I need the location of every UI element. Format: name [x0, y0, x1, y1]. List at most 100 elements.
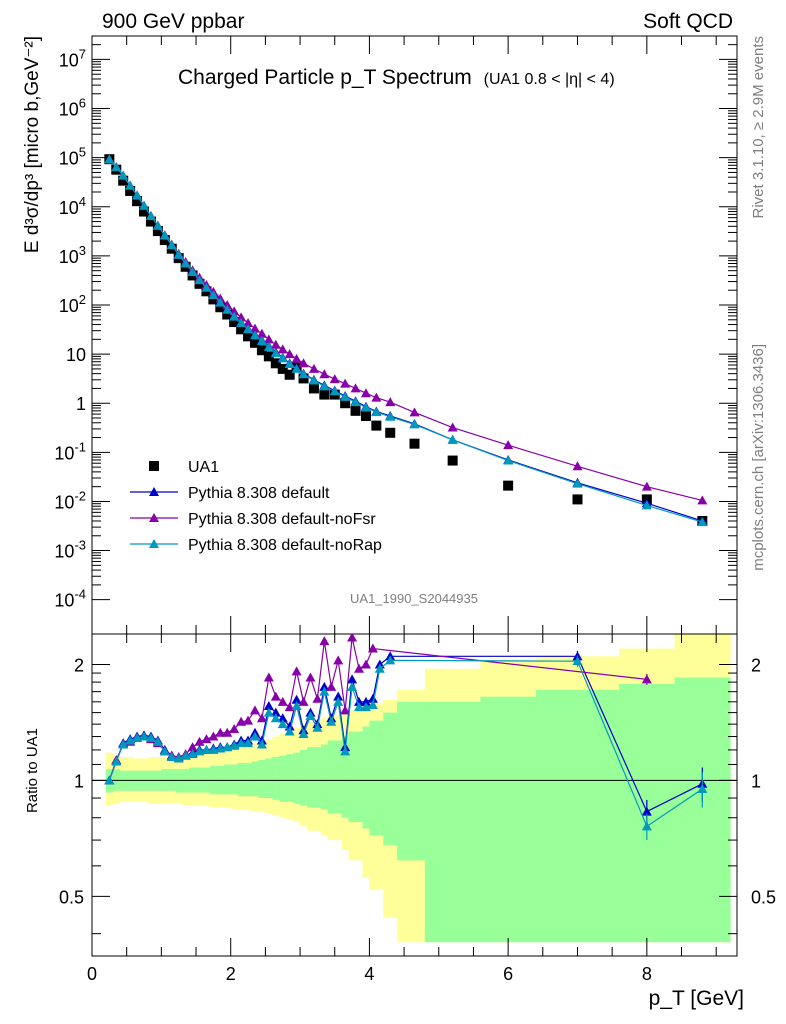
ratio-curve-point [374, 663, 385, 673]
ratio-curve-point [347, 681, 358, 691]
mc-curve-point [298, 369, 309, 379]
ratio-curve-point [333, 691, 344, 701]
ratio-curve-point [298, 696, 309, 706]
mc-curve-point [277, 353, 288, 363]
mc-curve-point [360, 388, 371, 398]
chart-title: Charged Particle p_T Spectrum (UA1 0.8 <… [178, 66, 615, 89]
ua1-data-point [572, 494, 583, 505]
x-axis-title: p_T [GeV] [649, 987, 744, 1010]
main-plot-series [104, 154, 708, 527]
mc-curve-point [371, 407, 382, 417]
ratio-curve-point [347, 674, 358, 684]
ua1-data-point [145, 216, 156, 227]
mc-curve-point [201, 282, 212, 292]
ratio-curve-point [641, 821, 652, 831]
ratio-curve-point [312, 722, 323, 732]
mc-curve-point [118, 170, 129, 180]
mc-curve-point [243, 324, 254, 334]
mc-curve-point [194, 275, 205, 285]
mc-curve-point [572, 461, 583, 471]
ratio-curve-point [263, 701, 274, 711]
ua1-data-point [263, 351, 274, 362]
ratio-curve-point [291, 666, 302, 676]
ua1-data-point [118, 175, 129, 186]
ratio-curve-point [256, 739, 267, 749]
ratio-curve-point [194, 736, 205, 746]
mc-curve-point [319, 369, 330, 379]
ratio-y-tick-label: 0.5 [59, 887, 84, 907]
legend-marker-mc [149, 487, 159, 496]
x-tick-label: 8 [642, 964, 652, 984]
ratio-y-tick-label: 2 [74, 655, 84, 675]
mcplots-reference-note: mcplots.cern.ch [arXiv:1306.3436] [750, 344, 767, 571]
ratio-curve-point [319, 686, 330, 696]
mc-curve-point [447, 422, 458, 432]
ua1-data-point [284, 369, 295, 380]
green-band-bin [237, 762, 246, 797]
legend: UA1 Pythia 8.308 default Pythia 8.308 defa… [130, 459, 382, 554]
ratio-curve-point [166, 752, 177, 762]
x-axis: 0 2 4 6 8 [87, 36, 717, 984]
legend-marker-mc [149, 539, 159, 548]
main-y-axis-title: E d³σ/dp³ [micro b,GeV⁻²] [22, 36, 43, 253]
green-band-bin [286, 754, 294, 802]
mc-curve-point [503, 440, 514, 450]
ua1-data-point [360, 410, 371, 421]
ua1-data-point [277, 363, 288, 374]
header-energy-label: 900 GeV ppbar [102, 10, 244, 33]
mc-curve-point [111, 162, 122, 172]
ua1-data-point [215, 302, 226, 313]
mc-curve-point [249, 323, 260, 333]
ua1-data-point [229, 317, 240, 328]
green-band-bin [369, 720, 384, 836]
ratio-curve-point [385, 655, 396, 665]
ratio-plot-series [104, 634, 708, 841]
mc-curve-point [222, 304, 233, 314]
mc-curve-point [350, 383, 361, 393]
ratio-curve-point [360, 659, 371, 669]
ua1-data-point [243, 331, 254, 342]
ua1-data-point [222, 309, 233, 320]
mc-curve-point [697, 495, 708, 505]
ratio-curve-point [263, 707, 274, 717]
legend-marker-ua1 [149, 461, 159, 471]
green-band-bin [244, 762, 253, 797]
ratio-curve-point [277, 719, 288, 729]
mc-curve-point [229, 311, 240, 321]
ratio-curve-point [222, 727, 233, 737]
ratio-curve-point [152, 736, 163, 746]
ratio-y-tick-label: 1 [74, 771, 84, 791]
mc-curve-point [308, 375, 319, 385]
mc-curve-point [270, 339, 281, 349]
ua1-data-point [447, 455, 458, 466]
mc-curve-point [263, 334, 274, 344]
ratio-curve-point [277, 696, 288, 706]
ratio-curve-point [291, 694, 302, 704]
ratio-curve-point [326, 716, 337, 726]
main-y-tick-label: 106 [59, 96, 86, 120]
ua1-data-point [132, 196, 143, 207]
mc-curve-point [385, 397, 396, 407]
ua1-data-point [385, 427, 396, 438]
green-band-bin [362, 726, 371, 829]
ratio-curve-point [697, 783, 708, 793]
green-band-bin [265, 758, 273, 799]
mc-curve-point [360, 402, 371, 412]
x-tick-label: 6 [503, 964, 513, 984]
ratio-curve-point [641, 674, 652, 684]
ua1-data-point [152, 226, 163, 237]
ratio-curve-point [118, 739, 129, 749]
ratio-curve-point [319, 636, 330, 646]
ratio-curve-point [201, 744, 212, 754]
ratio-curve-point [229, 723, 240, 733]
ua1-data-point [340, 398, 351, 409]
ratio-curve-point [347, 634, 358, 642]
legend-marker-mc [149, 513, 159, 522]
mc-curve-point [152, 220, 163, 230]
ratio-curve-point [215, 727, 226, 737]
mc-curve-point [243, 317, 254, 327]
ratio-panel-frame [91, 633, 738, 957]
ratio-curve-point [340, 705, 351, 715]
rivet-version-note: Rivet 3.1.10, ≥ 2.9M events [750, 36, 767, 219]
